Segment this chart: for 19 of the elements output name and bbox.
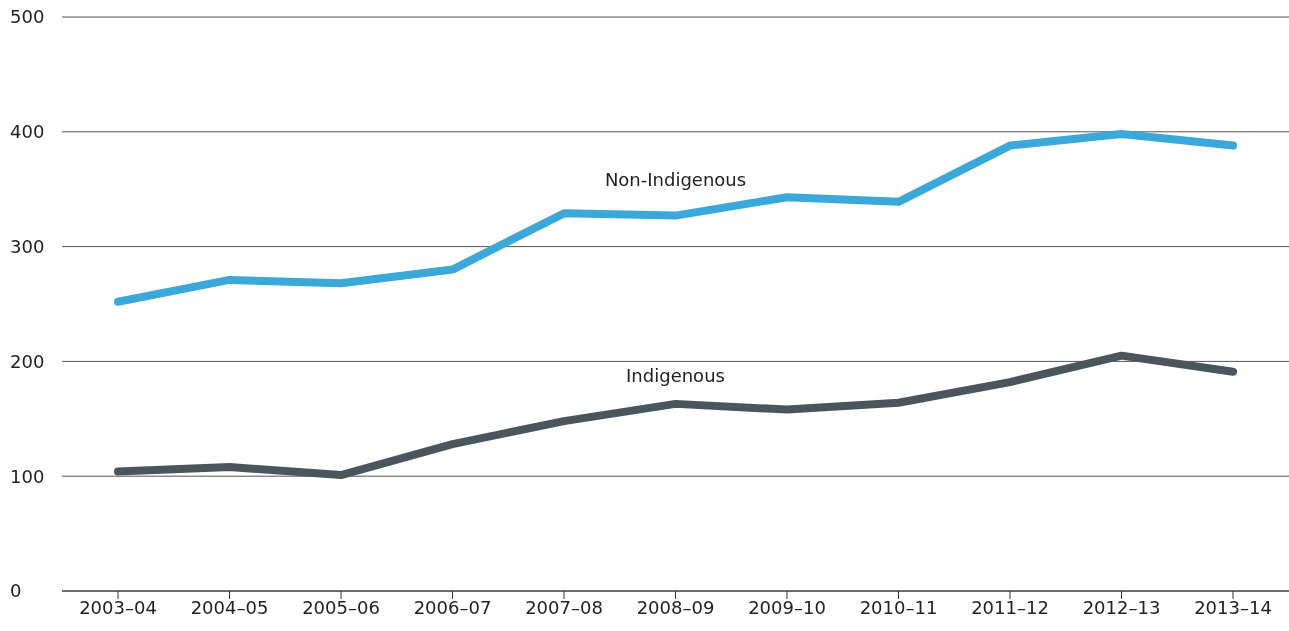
- x-tick-label: 2005–06: [302, 596, 380, 618]
- x-tick-label: 2012–13: [1082, 596, 1161, 618]
- x-tick-label: 2008–09: [636, 596, 715, 618]
- x-tick-label: 2013–14: [1194, 596, 1272, 618]
- x-tick-label: 2009–10: [748, 596, 826, 618]
- x-tick-label: 2010–11: [859, 596, 938, 618]
- series-label: Indigenous: [626, 364, 725, 386]
- x-tick-label: 2004–05: [190, 596, 269, 618]
- x-tick-label: 2006–07: [413, 596, 492, 618]
- x-tick-label: 2003–04: [79, 596, 157, 618]
- y-tick-label: 0: [10, 580, 22, 602]
- series-label: Non-Indigenous: [604, 168, 747, 190]
- y-tick-label: 100: [10, 465, 45, 487]
- y-tick-label: 500: [10, 6, 45, 28]
- x-tick-label: 2011–12: [971, 596, 1049, 618]
- x-tick-label: 2007–08: [525, 596, 603, 618]
- y-tick-label: 200: [10, 350, 45, 372]
- y-tick-label: 400: [10, 121, 45, 143]
- y-tick-label: 300: [10, 235, 45, 257]
